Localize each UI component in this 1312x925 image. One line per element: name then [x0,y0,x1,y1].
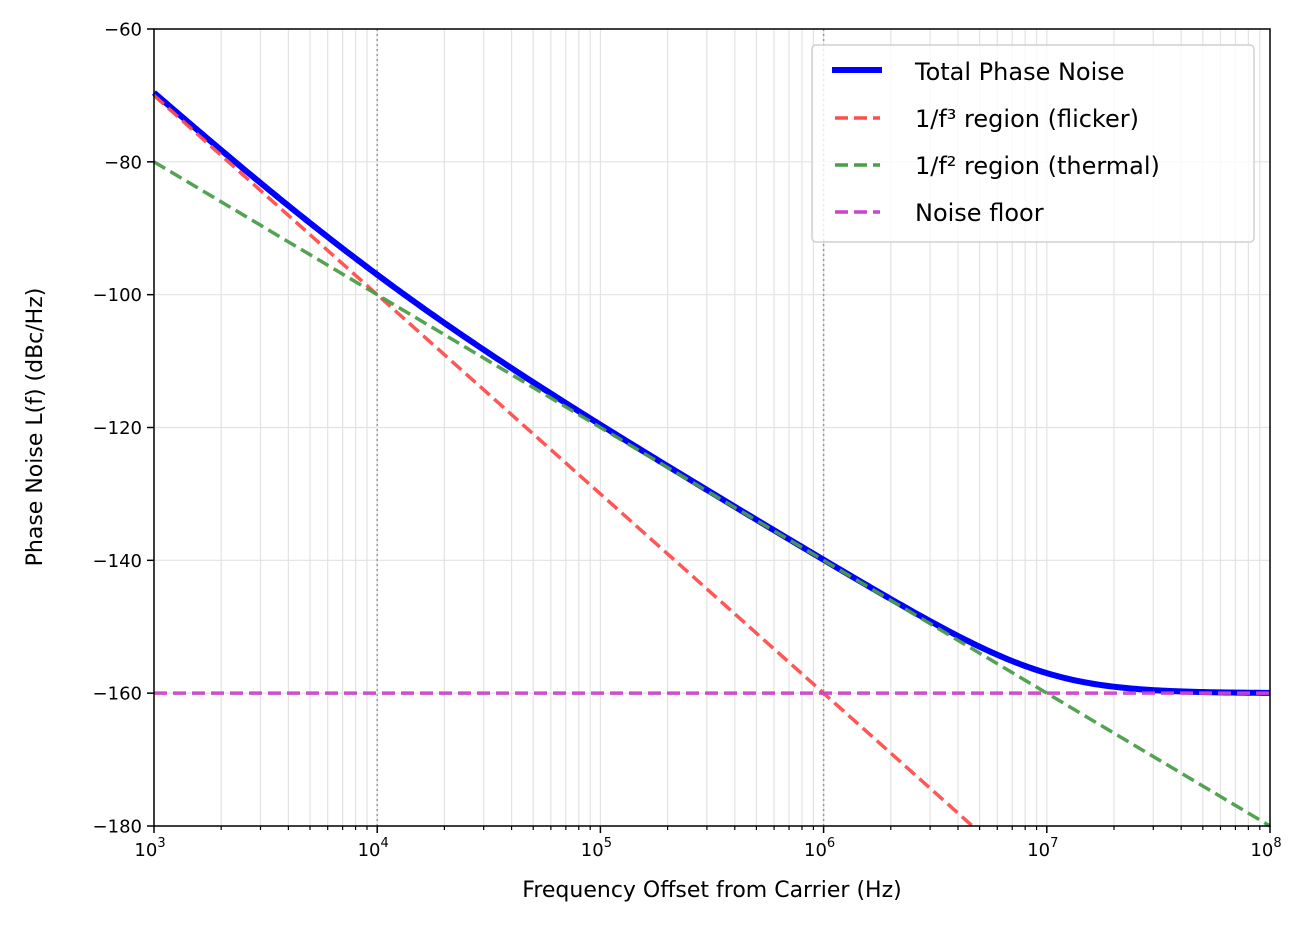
y-tick-label: −120 [93,418,142,439]
x-tick-exponent: 5 [604,836,612,851]
x-tick-label: 107 [1027,836,1058,861]
legend-label-floor: Noise floor [915,199,1044,227]
y-tick-label: −180 [93,817,142,838]
x-tick-exponent: 3 [157,836,165,851]
x-tick-exponent: 6 [827,836,835,851]
x-tick-exponent: 7 [1050,836,1058,851]
y-tick-label: −140 [93,551,142,572]
series-flicker-1-f3 [152,94,974,828]
y-axis-ticks: −60 −80 −100 −120 −140 −160 −180 [93,20,154,838]
x-tick-exponent: 4 [381,836,389,851]
x-tick-label: 108 [1250,836,1281,861]
x-tick-label: 106 [804,836,835,861]
legend-label-thermal: 1/f² region (thermal) [915,152,1160,180]
y-tick-label: −80 [104,152,142,173]
legend: Total Phase Noise 1/f³ region (flicker) … [811,44,1255,243]
x-tick-base: 10 [1250,840,1273,861]
x-tick-label: 105 [581,836,612,861]
x-tick-base: 10 [358,840,381,861]
x-axis-label: Frequency Offset from Carrier (Hz) [522,878,901,903]
x-tick-base: 10 [1027,840,1050,861]
x-tick-base: 10 [134,840,157,861]
y-tick-label: −60 [104,20,142,41]
y-tick-label: −100 [93,285,142,306]
x-tick-base: 10 [581,840,604,861]
series-thermal-1-f2 [153,160,1271,828]
x-tick-label: 104 [358,836,389,861]
legend-label-total: Total Phase Noise [914,58,1125,86]
y-tick-label: −160 [93,684,142,705]
series-group [152,90,1271,828]
x-tick-label: 103 [134,836,165,861]
x-tick-base: 10 [804,840,827,861]
legend-box [811,44,1255,243]
legend-label-flicker: 1/f³ region (flicker) [915,105,1139,133]
x-tick-exponent: 8 [1273,836,1281,851]
y-axis-label: Phase Noise L(f) (dBc/Hz) [23,288,48,567]
x-axis-ticks: 103 104 105 106 107 108 [134,826,1282,861]
